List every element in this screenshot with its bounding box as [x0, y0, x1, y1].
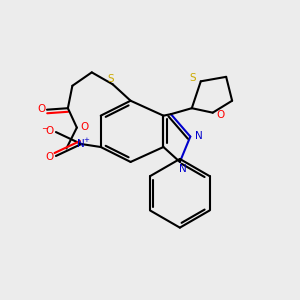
Text: N: N — [179, 164, 187, 174]
Text: S: S — [190, 73, 196, 83]
Text: N: N — [195, 131, 203, 141]
Text: O: O — [46, 152, 54, 162]
Text: +: + — [83, 137, 89, 143]
Text: O: O — [80, 122, 88, 132]
Text: O: O — [37, 104, 45, 114]
Text: S: S — [108, 74, 115, 84]
Text: O: O — [216, 110, 224, 120]
Text: −: − — [41, 124, 48, 133]
Text: N: N — [77, 139, 85, 149]
Text: O: O — [46, 126, 54, 136]
